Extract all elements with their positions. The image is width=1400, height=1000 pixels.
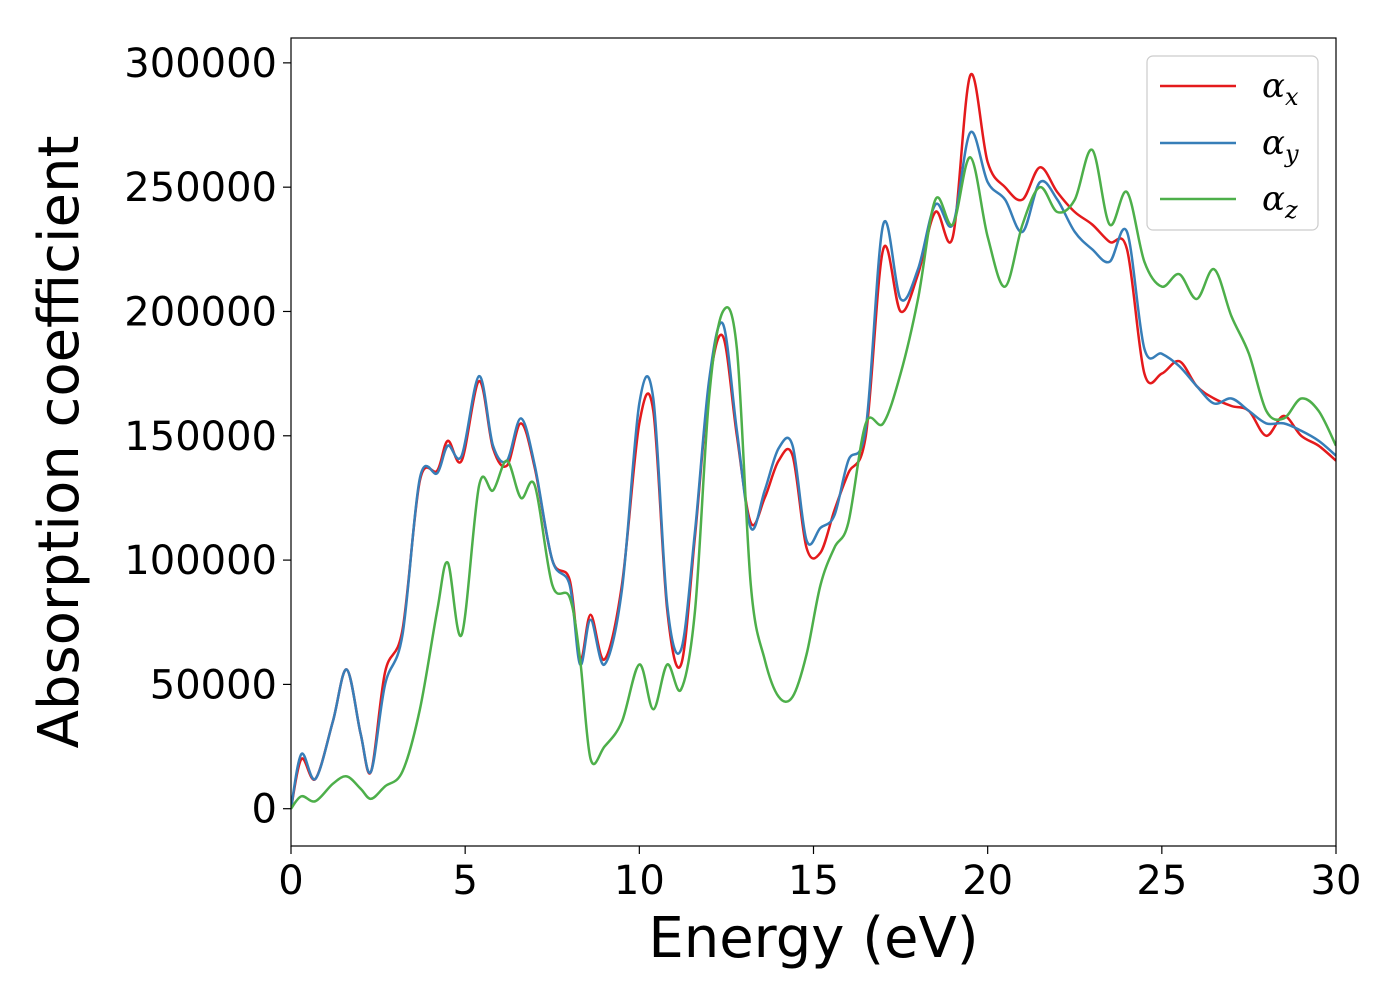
x-tick-label: 10 bbox=[614, 858, 665, 904]
y-tick-label: 250000 bbox=[124, 165, 277, 211]
x-tick-label: 5 bbox=[452, 858, 477, 904]
legend-sub-z: z bbox=[1284, 196, 1298, 224]
series-line-alpha-y bbox=[291, 130, 1336, 809]
tick-layer: 0 5 10 15 20 25 30 0 50000 100000 150000 200000 2500… bbox=[124, 41, 1361, 904]
x-tick-label: 25 bbox=[1136, 858, 1187, 904]
y-tick-label: 200000 bbox=[124, 289, 277, 335]
legend-sub-x: x bbox=[1285, 83, 1299, 111]
legend: αx αy αz bbox=[1146, 55, 1319, 231]
y-axis-label: Absorption coefficient bbox=[27, 136, 92, 749]
x-tick-label: 20 bbox=[962, 858, 1013, 904]
series-line-alpha-z bbox=[291, 148, 1336, 810]
y-tick-label: 150000 bbox=[124, 414, 277, 460]
legend-sub-y: y bbox=[1284, 140, 1299, 168]
x-tick-label: 15 bbox=[788, 858, 839, 904]
y-tick-label: 100000 bbox=[124, 538, 277, 584]
x-tick-label: 30 bbox=[1311, 858, 1362, 904]
plot-frame bbox=[290, 37, 1337, 847]
y-tick-label: 0 bbox=[252, 787, 277, 833]
x-axis-label: Energy (eV) bbox=[648, 906, 978, 971]
y-tick-label: 50000 bbox=[150, 662, 277, 708]
plot-area bbox=[291, 72, 1336, 810]
x-tick-label: 0 bbox=[278, 858, 303, 904]
series-layer bbox=[291, 72, 1336, 810]
y-tick-label: 300000 bbox=[124, 41, 277, 87]
